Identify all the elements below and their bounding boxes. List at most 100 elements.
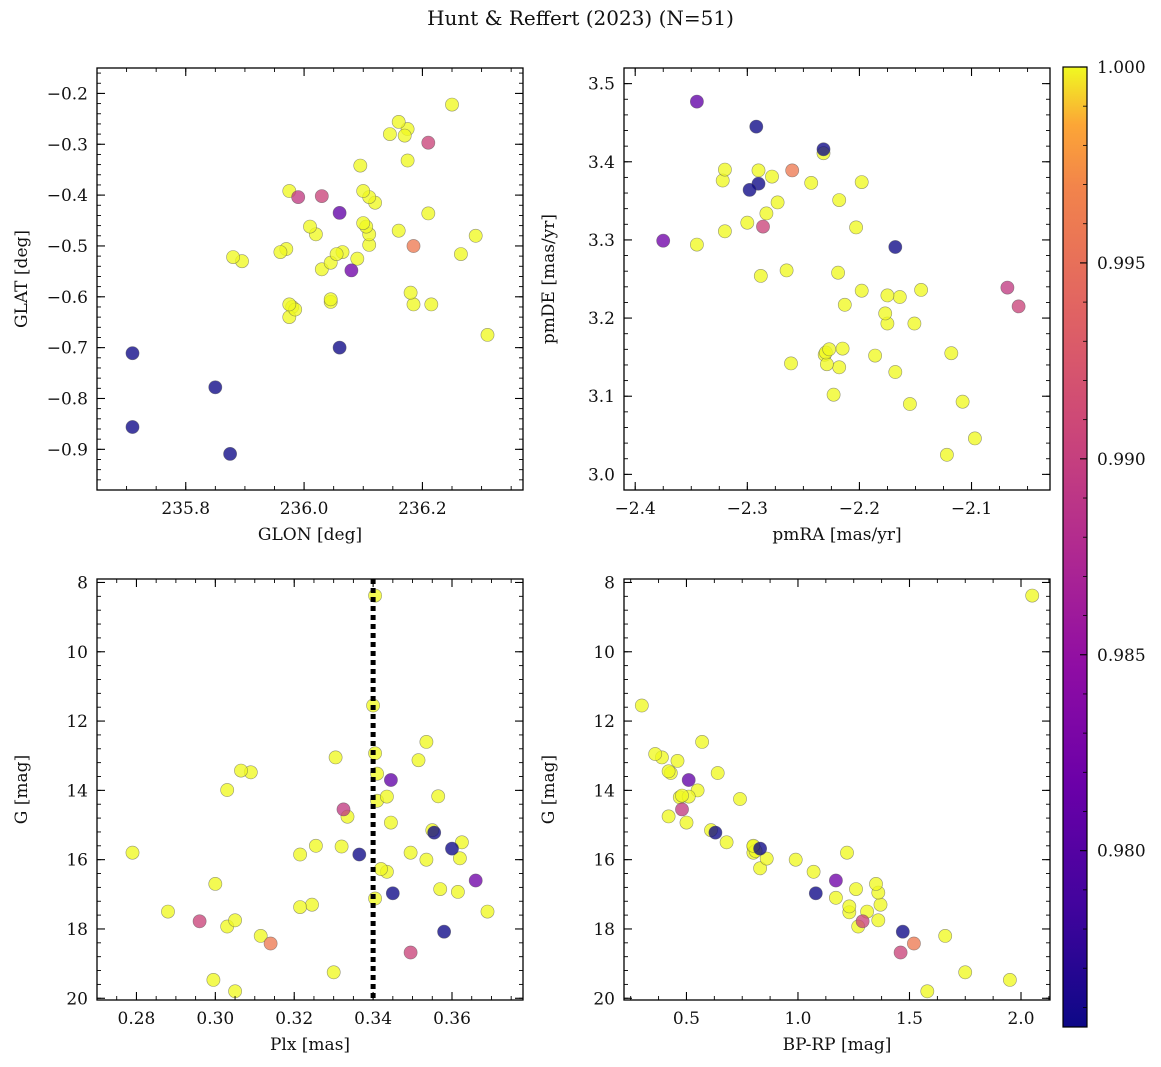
data-point xyxy=(228,984,242,999)
y-tick-label: 8 xyxy=(604,573,615,593)
axes-frame xyxy=(96,67,524,491)
data-point xyxy=(125,346,140,361)
data-point xyxy=(468,228,483,243)
points-pm xyxy=(656,94,1026,462)
x-tick-label: 235.8 xyxy=(161,499,210,519)
data-point xyxy=(765,169,779,184)
data-point xyxy=(356,184,371,198)
data-point xyxy=(419,852,434,867)
data-point xyxy=(273,245,288,259)
x-axis-label: pmRA [mas/yr] xyxy=(772,525,901,545)
data-point xyxy=(332,340,347,355)
data-point xyxy=(740,215,755,230)
x-tick-label: −2.3 xyxy=(727,499,768,519)
data-point xyxy=(397,128,412,143)
x-tick-label: 2.0 xyxy=(1007,1009,1034,1029)
data-point xyxy=(208,877,223,891)
data-point xyxy=(770,195,785,210)
x-tick-label: 1.5 xyxy=(896,1009,923,1029)
data-point xyxy=(391,115,406,129)
data-point xyxy=(253,929,268,943)
data-point xyxy=(708,825,723,840)
data-point xyxy=(892,290,907,304)
data-point xyxy=(223,446,237,461)
data-point xyxy=(125,420,140,434)
x-tick-label: −2.1 xyxy=(951,499,992,519)
data-point xyxy=(228,913,242,928)
data-point xyxy=(895,924,910,939)
data-point xyxy=(878,306,893,321)
data-point xyxy=(1000,280,1015,295)
data-point xyxy=(749,119,764,134)
data-point xyxy=(263,936,278,951)
data-point xyxy=(840,845,854,860)
colorbar-tick-label: 0.980 xyxy=(1097,842,1146,862)
data-point xyxy=(1025,588,1040,603)
data-point xyxy=(907,316,922,331)
data-point xyxy=(314,189,329,203)
data-point xyxy=(854,175,869,189)
points-cmd xyxy=(634,588,1040,999)
y-tick-label: 3.2 xyxy=(588,309,615,329)
data-point xyxy=(1011,299,1026,314)
data-point xyxy=(282,297,297,312)
data-point xyxy=(344,263,359,278)
y-axis-label: G [mag] xyxy=(12,755,32,824)
y-axis-label: pmDE [mas/yr] xyxy=(539,214,559,344)
data-point xyxy=(303,219,317,234)
data-point xyxy=(656,233,671,248)
panel-plx: 0.28 0.30 0.32 0.34 0.36 8 10 12 14 16 18 20 Plx [ma… xyxy=(12,573,524,1055)
y-tick-label: −0.8 xyxy=(47,389,88,409)
data-point xyxy=(445,841,459,856)
data-point xyxy=(452,851,467,866)
data-point xyxy=(468,873,483,888)
data-point xyxy=(679,815,694,830)
data-point xyxy=(421,135,436,150)
data-point xyxy=(808,886,823,901)
data-point xyxy=(220,783,235,797)
data-point xyxy=(849,882,863,896)
data-point xyxy=(453,247,468,261)
data-point xyxy=(125,845,140,860)
data-point xyxy=(719,835,734,850)
data-point xyxy=(779,263,794,278)
data-point xyxy=(718,162,732,177)
x-tick-label: −2.4 xyxy=(615,499,656,519)
y-tick-label: −0.4 xyxy=(47,186,88,206)
data-point xyxy=(437,924,451,939)
data-point xyxy=(753,841,767,856)
data-point xyxy=(480,904,495,919)
data-point xyxy=(332,205,347,220)
data-point xyxy=(944,346,959,361)
x-axis-label: BP-RP [mag] xyxy=(783,1035,892,1055)
data-point xyxy=(1003,973,1017,987)
data-point xyxy=(374,862,388,876)
y-tick-label: 14 xyxy=(593,781,615,801)
data-point xyxy=(880,288,895,303)
data-point xyxy=(433,882,448,896)
data-point xyxy=(855,914,870,929)
y-tick-label: −0.5 xyxy=(47,237,88,257)
data-point xyxy=(450,885,465,899)
y-tick-label: 12 xyxy=(593,712,615,732)
data-point xyxy=(411,753,426,768)
data-point xyxy=(445,97,459,112)
data-point xyxy=(352,847,367,862)
data-point xyxy=(751,163,766,178)
data-point xyxy=(336,802,351,817)
data-point xyxy=(353,158,368,173)
x-tick-label: 236.2 xyxy=(398,499,447,519)
data-point xyxy=(785,163,800,178)
data-point xyxy=(421,206,436,221)
data-point xyxy=(350,251,365,266)
points-pos xyxy=(125,97,495,461)
y-tick-label: 3.3 xyxy=(588,231,615,251)
data-point xyxy=(695,735,709,749)
data-point xyxy=(427,825,442,840)
data-point xyxy=(681,773,696,787)
y-tick-label: −0.6 xyxy=(47,288,88,308)
data-point xyxy=(816,142,831,157)
data-point xyxy=(208,380,223,395)
data-point xyxy=(784,356,798,371)
